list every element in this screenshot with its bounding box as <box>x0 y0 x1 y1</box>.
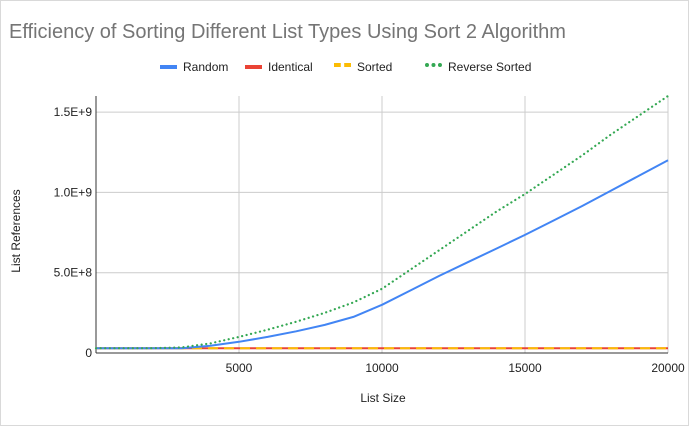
y-tick-label-3: 1.5E+9 <box>54 105 93 119</box>
y-tick-label-0: 0 <box>85 346 92 360</box>
legend-swatch-sorted <box>334 63 351 71</box>
x-tick-label-2: 15000 <box>508 361 542 375</box>
series-line-random <box>96 159 669 350</box>
chart-title: Efficiency of Sorting Different List Typ… <box>9 21 566 43</box>
y-tick-label-2: 1.0E+9 <box>54 185 93 199</box>
legend-label-sorted: Sorted <box>357 60 393 74</box>
legend-item-reverse-sorted[interactable]: Reverse Sorted <box>425 59 531 75</box>
legend-label-reverse-sorted: Reverse Sorted <box>448 60 532 74</box>
x-axis-label: List Size <box>360 391 406 405</box>
legend-item-identical[interactable]: Identical <box>245 59 313 75</box>
x-tick-label-3: 20000 <box>651 361 685 375</box>
chart-legend: Random Identical Sorted Reverse Sorted <box>0 59 689 75</box>
y-tick-label-1: 5.0E+8 <box>54 266 93 280</box>
legend-label-identical: Identical <box>268 60 313 74</box>
legend-item-sorted[interactable]: Sorted <box>334 59 392 75</box>
x-tick-label-1: 10000 <box>365 361 399 375</box>
x-tick-label-0: 5000 <box>226 361 253 375</box>
legend-swatch-identical <box>245 65 262 69</box>
legend-swatch-reverse-sorted <box>425 63 442 71</box>
series-line-reverse-sorted <box>94 94 670 350</box>
legend-swatch-random <box>160 65 177 69</box>
legend-label-random: Random <box>183 60 229 74</box>
legend-item-random[interactable]: Random <box>160 59 228 75</box>
